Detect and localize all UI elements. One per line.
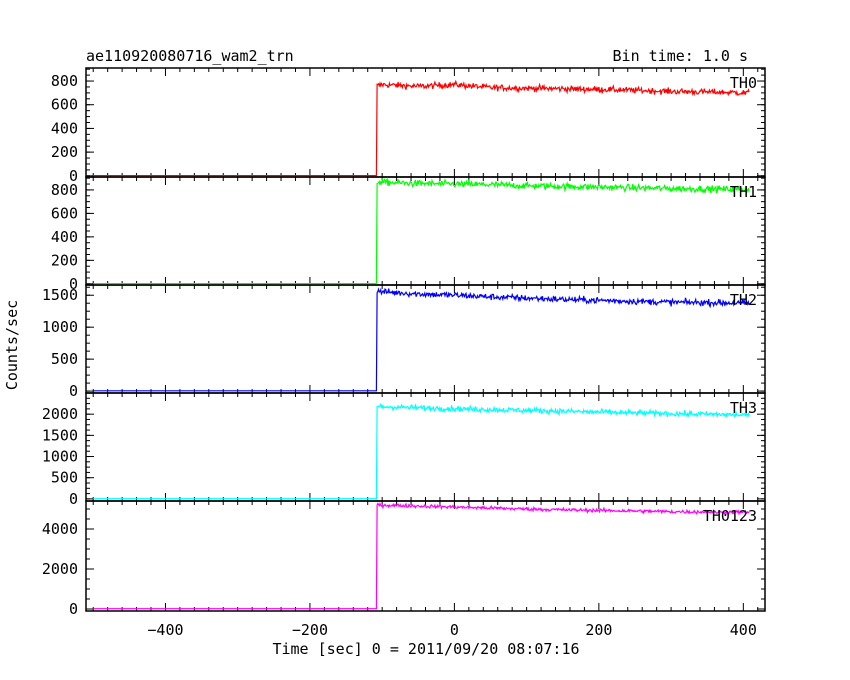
bin-time-label: Bin time: 1.0 s	[613, 47, 748, 65]
panel-frame-th1	[85, 176, 766, 286]
y-tick-label-th3: 1500	[42, 426, 78, 444]
y-tick-label-th2: 0	[69, 382, 78, 400]
y-tick-label-th0123: 2000	[42, 560, 78, 578]
x-tick-label: 0	[450, 621, 459, 639]
series-line-th0123	[93, 501, 750, 610]
y-tick-label-th0: 0	[69, 167, 78, 185]
y-tick-label-th2: 1000	[42, 318, 78, 336]
y-axis-label: Counts/sec	[3, 300, 21, 390]
series-line-th2	[93, 287, 750, 392]
panel-frame-th0123	[85, 500, 766, 612]
y-tick-label-th0: 400	[51, 119, 78, 137]
series-line-th1	[93, 176, 750, 285]
y-tick-label-th3: 0	[69, 490, 78, 508]
x-tick-label: 200	[585, 621, 612, 639]
y-tick-label-th0123: 0	[69, 600, 78, 618]
y-tick-label-th1: 200	[51, 251, 78, 269]
y-tick-label-th3: 2000	[42, 405, 78, 423]
y-tick-label-th0123: 4000	[42, 520, 78, 538]
y-tick-label-th1: 600	[51, 204, 78, 222]
y-tick-label-th1: 800	[51, 181, 78, 199]
y-tick-label-th3: 500	[51, 469, 78, 487]
y-tick-label-th0: 800	[51, 72, 78, 90]
y-tick-label-th2: 1500	[42, 286, 78, 304]
y-tick-label-th1: 0	[69, 275, 78, 293]
series-line-th0	[93, 79, 750, 177]
panels-group: 0 200 400 600 800 TH0 0 200 400 600 800 TH1 0 500 1000…	[42, 67, 766, 639]
y-tick-label-th0: 600	[51, 96, 78, 114]
x-tick-label: −400	[147, 621, 183, 639]
y-tick-label-th1: 400	[51, 228, 78, 246]
series-label-th1: TH1	[730, 183, 757, 201]
x-axis-label: Time [sec] 0 = 2011/09/20 08:07:16	[272, 640, 579, 658]
series-label-th0: TH0	[730, 74, 757, 92]
y-tick-label-th2: 500	[51, 350, 78, 368]
series-label-th3: TH3	[730, 399, 757, 417]
panel-frame-th0	[85, 67, 766, 178]
y-tick-label-th3: 1000	[42, 448, 78, 466]
chart-title: ae110920080716_wam2_trn	[86, 47, 294, 65]
series-line-th3	[93, 402, 750, 500]
x-tick-label: 400	[730, 621, 757, 639]
series-label-th0123: TH0123	[703, 507, 757, 525]
y-tick-label-th0: 200	[51, 143, 78, 161]
x-tick-label: −200	[292, 621, 328, 639]
series-label-th2: TH2	[730, 291, 757, 309]
